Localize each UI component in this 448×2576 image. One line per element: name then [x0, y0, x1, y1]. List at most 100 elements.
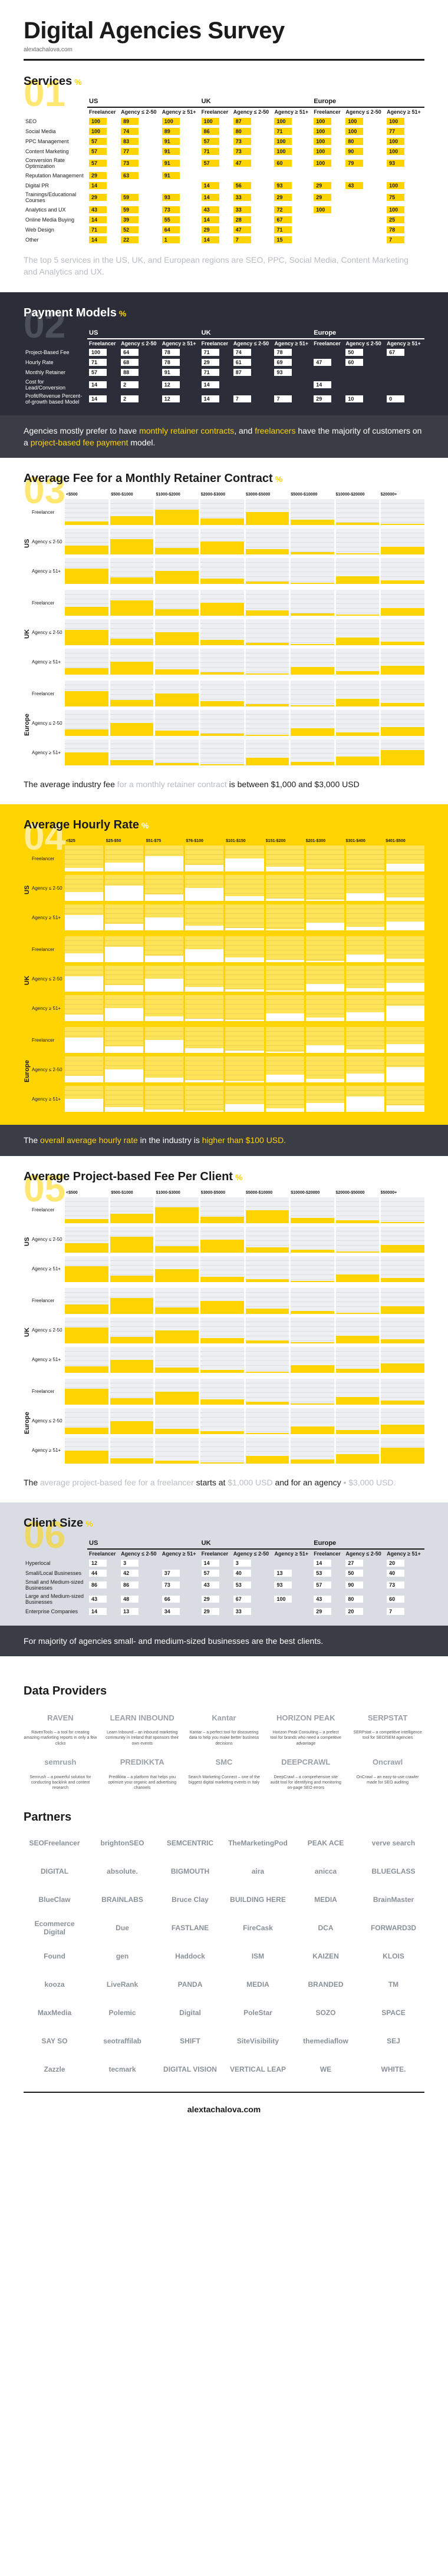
partner-logo[interactable]: Haddock	[175, 1951, 205, 1960]
partner-logo[interactable]: FORWARD3D	[370, 1923, 417, 1932]
table-cell: 43	[200, 204, 232, 214]
partner-logo[interactable]: verve search	[371, 1838, 416, 1847]
partner-logo[interactable]: DCA	[318, 1923, 334, 1932]
partner-logo[interactable]: SHIFT	[180, 2036, 200, 2045]
partner-logo[interactable]: BlueClaw	[38, 1895, 71, 1904]
partner-logo[interactable]: SEJ	[387, 2036, 400, 2045]
partner-logo[interactable]: DIGITAL VISION	[163, 2065, 217, 2073]
provider-card[interactable]: Kantar Kantar – a perfect tool for discov…	[187, 1708, 261, 1746]
partner-logo[interactable]: Bruce Clay	[172, 1895, 209, 1904]
value-badge: 60	[274, 160, 292, 167]
mini-chart	[185, 875, 224, 901]
partner-logo[interactable]: FASTLANE	[171, 1923, 209, 1932]
mini-chart	[200, 590, 244, 616]
partner-logo[interactable]: WHITE.	[381, 2065, 406, 2073]
partner-logo[interactable]: seotraffilab	[103, 2036, 141, 2045]
partner-logo[interactable]: BrainMaster	[373, 1895, 414, 1904]
provider-card[interactable]: LEARN INBOUND Learn Inbound – an inbound …	[106, 1708, 179, 1746]
partner-logo[interactable]: gen	[116, 1951, 129, 1960]
partner-logo[interactable]: absolute.	[107, 1867, 138, 1875]
partner-logo[interactable]: anicca	[314, 1867, 337, 1875]
value-badge: 50	[345, 349, 364, 356]
partner-logo[interactable]: KLOIS	[383, 1951, 404, 1960]
partner-logo[interactable]: TM	[388, 1980, 399, 1989]
partner-logo[interactable]: Digital	[179, 2008, 201, 2017]
table-cell: 14	[200, 378, 232, 392]
partner-logo[interactable]: Zazzle	[44, 2065, 65, 2073]
partner-logo[interactable]: SAY SO	[41, 2036, 68, 2045]
mini-chart	[386, 875, 424, 901]
partner-logo[interactable]: PEAK ACE	[307, 1838, 344, 1847]
value-badge: 78	[387, 226, 405, 233]
mini-chart	[335, 739, 380, 766]
level-bar	[145, 956, 184, 963]
value-badge: 14	[89, 1607, 107, 1615]
mini-chart	[110, 649, 154, 675]
table-cell	[272, 170, 312, 180]
partner-logo[interactable]: SEMCENTRIC	[166, 1838, 214, 1847]
table-cell: 77	[385, 126, 424, 136]
partner-logo[interactable]: LiveRank	[106, 1980, 139, 1989]
level-bar	[155, 1330, 199, 1343]
level-bar	[185, 1048, 224, 1053]
partner-logo[interactable]: Due	[116, 1923, 129, 1932]
partner-logo[interactable]: WE	[319, 2065, 332, 2073]
table-cell: 2	[119, 392, 160, 406]
partner-logo[interactable]: kooza	[44, 1980, 65, 1989]
partner-logo[interactable]: Polemic	[108, 2008, 136, 2017]
level-bar	[335, 756, 380, 766]
value-badge: 10	[345, 395, 364, 402]
footer-url[interactable]: alextachalova.com	[24, 2091, 424, 2132]
partner-logo[interactable]: aira	[251, 1867, 265, 1875]
level-bar	[105, 1046, 144, 1053]
partner-logo[interactable]: SiteVisibility	[236, 2036, 279, 2045]
retainer-section: 03 Average Fee for a Monthly Retainer Co…	[0, 458, 448, 804]
partner-logo[interactable]: BIGMOUTH	[170, 1867, 210, 1875]
level-bar	[145, 1109, 184, 1112]
partner-logo[interactable]: VERTICAL LEAP	[229, 2065, 286, 2073]
level-bar	[291, 1280, 334, 1282]
mini-chart	[245, 558, 289, 584]
provider-card[interactable]: DEEPCRAWL DeepCrawl – a comprehensive sit…	[269, 1752, 342, 1791]
table-row: SEO 100 89 100 100 87 100 100 100 100	[24, 116, 424, 126]
partner-logo[interactable]: MaxMedia	[37, 2008, 72, 2017]
partner-logo[interactable]: tecmark	[108, 2065, 136, 2073]
provider-card[interactable]: SMC Search Marketing Connect – one of the…	[187, 1752, 261, 1791]
provider-card[interactable]: Oncrawl OnCrawl – an easy-to-use crawler …	[351, 1752, 424, 1791]
partner-logo[interactable]: Ecommerce Digital	[34, 1919, 75, 1936]
partner-logo[interactable]: MEDIA	[246, 1980, 269, 1989]
row-label: Freelancer	[32, 509, 55, 515]
table-cell: 20	[344, 1606, 385, 1616]
row-label: Social Media	[25, 128, 56, 134]
value-badge: 73	[387, 1581, 405, 1589]
partner-logo[interactable]: SPACE	[381, 2008, 406, 2017]
partner-logo[interactable]: PoleStar	[243, 2008, 272, 2017]
provider-card[interactable]: PREDIKKTA Predikkta – a platform that hel…	[106, 1752, 179, 1791]
provider-card[interactable]: RAVEN RavenTools – a tool for creating am…	[24, 1708, 97, 1746]
partner-logo[interactable]: SOZO	[315, 2008, 336, 2017]
partner-logo[interactable]: FireCask	[243, 1923, 273, 1932]
provider-card[interactable]: HORIZON PEAK Horizon Peak Consulting – a …	[269, 1708, 342, 1746]
partner-logo[interactable]: KAIZEN	[312, 1951, 339, 1960]
partner-logo[interactable]: brightonSEO	[100, 1838, 144, 1847]
row-label: Agency ≥ 51+	[32, 914, 61, 920]
table-cell: 91	[160, 156, 200, 170]
provider-card[interactable]: semrush Semrush – a powerful solution for…	[24, 1752, 97, 1791]
level-bar	[265, 1108, 304, 1112]
partner-logo[interactable]: BRANDED	[308, 1980, 344, 1989]
partner-logo[interactable]: themediaflow	[303, 2036, 348, 2045]
partner-logo[interactable]: BLUEGLASS	[371, 1867, 416, 1875]
partner-logo[interactable]: TheMarketingPod	[228, 1838, 288, 1847]
partner-logo[interactable]: BRAINLABS	[101, 1895, 143, 1904]
partner-logo[interactable]: ISM	[251, 1951, 265, 1960]
provider-card[interactable]: SERPSTAT SERPstat – a competitive intelli…	[351, 1708, 424, 1746]
partner-logo[interactable]: BUILDING HERE	[230, 1895, 286, 1904]
table-cell: 56	[232, 180, 273, 190]
partner-logo[interactable]: Found	[44, 1951, 65, 1960]
partner-logo[interactable]: PANDA	[177, 1980, 203, 1989]
site-url[interactable]: alextachalova.com	[24, 47, 73, 53]
partner-logo[interactable]: MEDIA	[314, 1895, 337, 1904]
mini-chart	[381, 529, 424, 555]
partner-logo[interactable]: SEOFreelancer	[29, 1838, 80, 1847]
partner-logo[interactable]: DIGITAL	[40, 1867, 69, 1875]
